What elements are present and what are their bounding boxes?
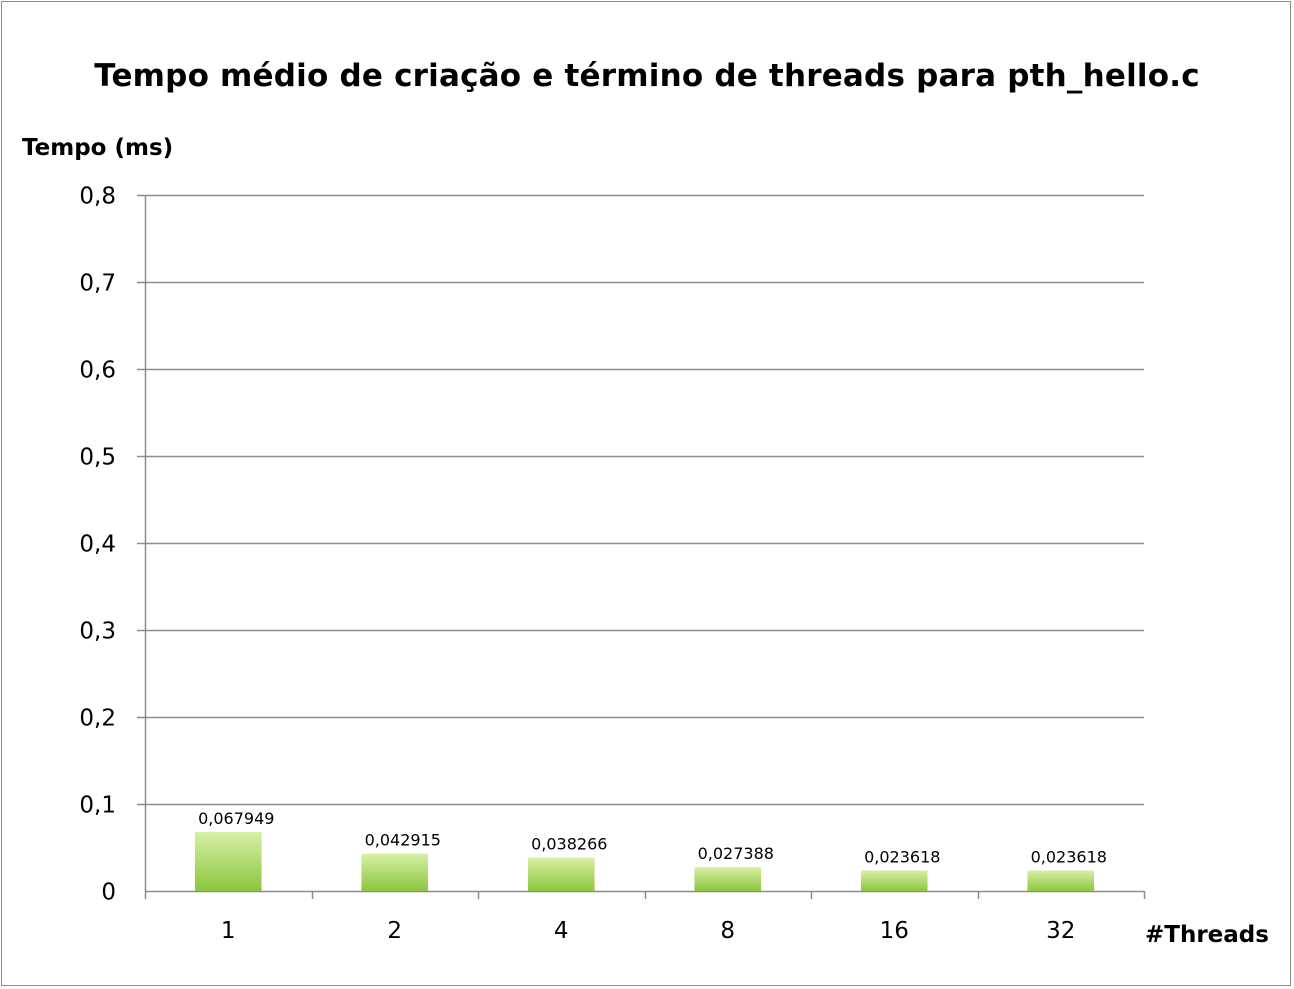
x-tick-label: 4 xyxy=(554,918,569,944)
y-tick-label: 0,6 xyxy=(79,358,116,384)
axes xyxy=(144,195,1146,899)
x-tick-label: 8 xyxy=(720,918,735,944)
x-tick-label: 1 xyxy=(221,918,236,944)
bar xyxy=(527,857,595,891)
bar-value-label: 0,023618 xyxy=(864,847,940,866)
gridlines xyxy=(137,194,1144,806)
bar xyxy=(361,853,429,891)
y-tick-label: 0,8 xyxy=(79,184,116,210)
bar-value-label: 0,042915 xyxy=(365,831,441,850)
y-axis-label: Tempo (ms) xyxy=(22,135,174,161)
x-tick-label: 32 xyxy=(1046,918,1075,944)
bar-value-label: 0,038266 xyxy=(531,835,607,854)
y-tick-label: 0,1 xyxy=(79,793,116,819)
bar xyxy=(1027,870,1095,891)
y-tick-label: 0,3 xyxy=(79,619,116,645)
chart-title: Tempo médio de criação e término de thre… xyxy=(94,58,1200,94)
bar xyxy=(194,831,262,891)
bar-value-label: 0,023618 xyxy=(1031,847,1107,866)
bar xyxy=(694,867,762,891)
y-tick-label: 0,5 xyxy=(79,445,116,471)
labels: 0 0,1 0,2 0,3 0,4 0,5 0,6 0,7 0,8 0,067949 1 0,0429… xyxy=(79,184,1107,945)
x-axis-label: #Threads xyxy=(1145,922,1269,948)
bar-value-label: 0,027388 xyxy=(698,844,774,863)
x-tick-label: 16 xyxy=(880,918,909,944)
x-tick-label: 2 xyxy=(387,918,402,944)
bar-value-label: 0,067949 xyxy=(198,809,274,828)
y-tick-label: 0 xyxy=(101,880,116,906)
bar xyxy=(860,870,928,891)
y-tick-label: 0,4 xyxy=(79,532,116,558)
bars xyxy=(194,831,1095,891)
y-tick-label: 0,2 xyxy=(79,706,116,732)
y-tick-label: 0,7 xyxy=(79,271,116,297)
